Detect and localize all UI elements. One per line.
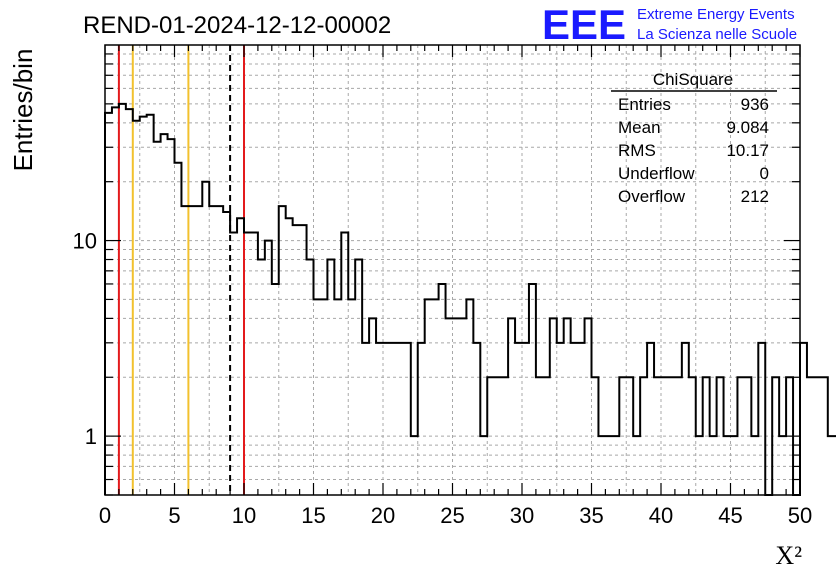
x-tick-label: 20 xyxy=(371,503,395,528)
stats-row-label: Underflow xyxy=(618,164,695,183)
x-tick-label: 40 xyxy=(649,503,673,528)
stats-row-label: RMS xyxy=(618,141,656,160)
stats-row-label: Entries xyxy=(618,95,671,114)
stats-title: ChiSquare xyxy=(653,70,733,89)
x-tick-label: 45 xyxy=(718,503,742,528)
stats-rows: Entries 936 Mean 9.084 RMS 10.17 Underflow 0 Ove… xyxy=(618,95,769,206)
x-tick-label: 30 xyxy=(510,503,534,528)
logo-line1: Extreme Energy Events xyxy=(637,6,795,23)
x-tick-label: 10 xyxy=(232,503,256,528)
stats-row-value: 0 xyxy=(760,164,769,183)
x-axis-label: X² xyxy=(775,541,802,570)
stats-row-value: 936 xyxy=(741,95,769,114)
stats-box: ChiSquare Entries 936 Mean 9.084 RMS 10.17 Und… xyxy=(611,70,777,206)
stats-row-label: Overflow xyxy=(618,187,686,206)
x-tick-label: 50 xyxy=(788,503,812,528)
x-tick-label: 15 xyxy=(301,503,325,528)
grid-lines xyxy=(105,45,800,495)
histogram-series xyxy=(104,102,836,496)
x-tick-label: 35 xyxy=(579,503,603,528)
y-tick-label: 1 xyxy=(85,424,97,449)
stats-row-value: 10.17 xyxy=(726,141,769,160)
y-axis-label: Entries/bin xyxy=(8,49,38,172)
y-tick-label: 10 xyxy=(73,229,97,254)
stats-row-label: Mean xyxy=(618,118,661,137)
logo-mark: EEE xyxy=(542,1,626,48)
logo-line2: La Scienza nelle Scuole xyxy=(637,26,797,43)
tick-labels: 0 5 10 15 20 25 30 35 40 45 50 1 10 xyxy=(73,229,813,528)
stats-row-value: 212 xyxy=(741,187,769,206)
stats-row-value: 9.084 xyxy=(726,118,769,137)
axis-ticks xyxy=(104,45,801,496)
chart-title: REND-01-2024-12-12-00002 xyxy=(83,12,391,39)
x-tick-label: 0 xyxy=(99,503,111,528)
x-tick-label: 25 xyxy=(440,503,464,528)
x-tick-label: 5 xyxy=(168,503,180,528)
marker-lines xyxy=(117,45,245,495)
